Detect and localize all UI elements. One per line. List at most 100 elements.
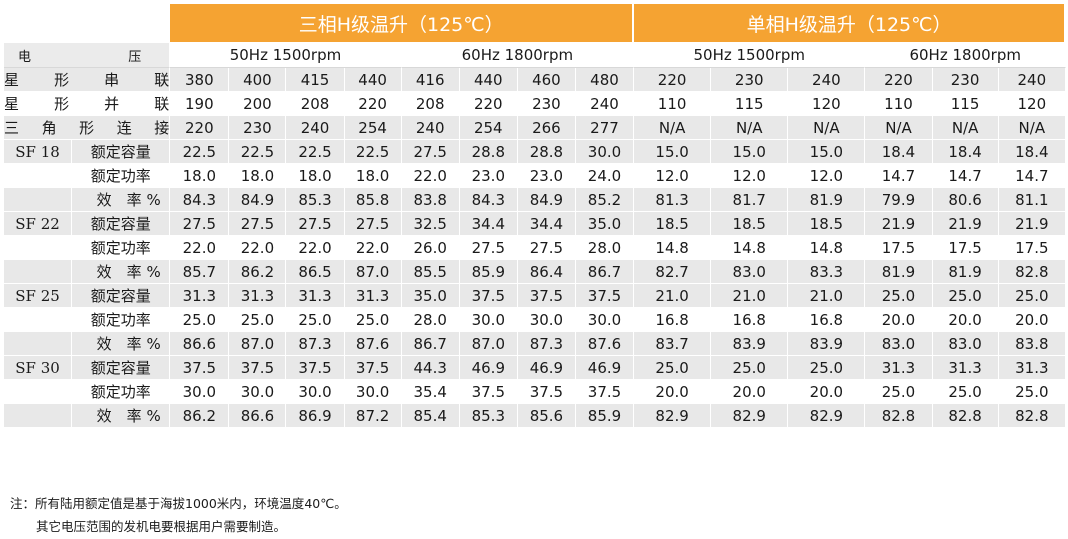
rating-value: 22.5 (286, 140, 345, 164)
metric-label: 效 率 % (72, 188, 171, 212)
rating-value: 21.0 (634, 284, 712, 308)
rating-value: 20.0 (711, 380, 789, 404)
rating-value: 46.9 (517, 356, 576, 380)
rating-value: 17.5 (865, 236, 933, 260)
voltage-value: 230 (517, 92, 576, 116)
single-phase-header: 单相H级温升（125℃） (634, 4, 1066, 43)
model-name (4, 164, 73, 188)
rating-value: 16.8 (788, 308, 866, 332)
rating-value: 22.5 (229, 140, 287, 164)
rating-value: 12.0 (634, 164, 712, 188)
model-name (4, 236, 73, 260)
rating-value: 30.0 (459, 308, 518, 332)
rating-value: 25.0 (711, 356, 789, 380)
spec-table-body: 星形串联 380 400 415 440 416 440 460 480 220 230 240 220… (4, 68, 1066, 428)
rating-value: 21.9 (998, 212, 1066, 236)
rating-value: 30.0 (344, 380, 402, 404)
rating-value: 84.3 (170, 188, 230, 212)
model-name: SF 30 (4, 356, 73, 380)
rating-value: 81.1 (998, 188, 1066, 212)
rating-value: 37.5 (229, 356, 287, 380)
rating-value: 82.9 (711, 404, 789, 428)
model-name (4, 332, 73, 356)
rating-value: 35.0 (401, 284, 460, 308)
voltage-value: 220 (634, 68, 712, 92)
voltage-value: 440 (459, 68, 518, 92)
metric-label: 额定功率 (72, 164, 171, 188)
rating-value: 37.5 (575, 380, 635, 404)
metric-label: 额定容量 (72, 356, 171, 380)
rating-value: 87.6 (344, 332, 402, 356)
model-name (4, 308, 73, 332)
model-name: SF 22 (4, 212, 73, 236)
rating-value: 27.5 (517, 236, 576, 260)
phase-header-row: 三相H级温升（125℃） 单相H级温升（125℃） (4, 4, 1066, 43)
rating-value: 30.0 (286, 380, 345, 404)
rating-value: 17.5 (998, 236, 1066, 260)
voltage-value: N/A (788, 116, 866, 140)
rating-value: 18.5 (788, 212, 866, 236)
metric-label: 额定功率 (72, 380, 171, 404)
model-row: SF 22 额定容量 27.5 27.5 27.5 27.5 32.5 34.4 34.4 35.… (4, 212, 1066, 236)
metric-label: 额定功率 (72, 236, 171, 260)
rating-value: 23.0 (517, 164, 576, 188)
rating-value: 87.3 (517, 332, 576, 356)
rating-value: 22.0 (286, 236, 345, 260)
rating-value: 28.0 (575, 236, 635, 260)
rating-value: 37.5 (517, 284, 576, 308)
rating-value: 83.0 (711, 260, 789, 284)
rating-value: 84.3 (459, 188, 518, 212)
rating-value: 87.0 (344, 260, 402, 284)
rating-value: 85.6 (517, 404, 576, 428)
voltage-value: 115 (932, 92, 999, 116)
rating-value: 30.0 (517, 308, 576, 332)
voltage-value: 208 (286, 92, 345, 116)
voltage-value: 220 (865, 68, 933, 92)
rating-value: 20.0 (998, 308, 1066, 332)
voltage-value: 416 (401, 68, 460, 92)
rating-value: 37.5 (170, 356, 230, 380)
rating-value: 81.9 (788, 188, 866, 212)
rating-value: 86.7 (401, 332, 460, 356)
voltage-value: 230 (932, 68, 999, 92)
rating-value: 83.0 (932, 332, 999, 356)
metric-label: 额定功率 (72, 308, 171, 332)
voltage-value: 190 (170, 92, 230, 116)
frequency-header-row: 电 压 50Hz 1500rpm 60Hz 1800rpm 50Hz 1500r… (4, 43, 1066, 68)
rating-value: 22.0 (229, 236, 287, 260)
rating-value: 28.0 (401, 308, 460, 332)
rating-value: 31.3 (344, 284, 402, 308)
rating-value: 83.7 (634, 332, 712, 356)
rating-value: 84.9 (517, 188, 576, 212)
voltage-value: 220 (170, 116, 230, 140)
rating-value: 27.5 (344, 212, 402, 236)
voltage-value: N/A (865, 116, 933, 140)
rating-value: 25.0 (170, 308, 230, 332)
rating-value: 14.8 (788, 236, 866, 260)
rating-value: 20.0 (634, 380, 712, 404)
rating-value: 37.5 (517, 380, 576, 404)
rating-value: 21.0 (711, 284, 789, 308)
voltage-value: 115 (711, 92, 789, 116)
model-row: 额定功率 30.0 30.0 30.0 30.0 35.4 37.5 37.5 37.5 20.0… (4, 380, 1066, 404)
rating-value: 18.4 (998, 140, 1066, 164)
metric-label: 效 率 % (72, 404, 171, 428)
model-row: 效 率 % 86.2 86.6 86.9 87.2 85.4 85.3 85.6 85.9 82.… (4, 404, 1066, 428)
rating-value: 83.8 (401, 188, 460, 212)
voltage-value: 230 (711, 68, 789, 92)
three-phase-50hz-header: 50Hz 1500rpm (170, 43, 402, 68)
rating-value: 27.5 (459, 236, 518, 260)
rating-value: 27.5 (401, 140, 460, 164)
rating-value: 25.0 (998, 284, 1066, 308)
rating-value: 44.3 (401, 356, 460, 380)
rating-value: 34.4 (459, 212, 518, 236)
metric-label: 效 率 % (72, 332, 171, 356)
voltage-value: 480 (575, 68, 635, 92)
rating-value: 31.3 (998, 356, 1066, 380)
header-blank-cell (4, 4, 171, 43)
rating-value: 35.4 (401, 380, 460, 404)
rating-value: 85.5 (401, 260, 460, 284)
rating-value: 31.3 (229, 284, 287, 308)
rating-value: 25.0 (932, 380, 999, 404)
rating-value: 25.0 (229, 308, 287, 332)
